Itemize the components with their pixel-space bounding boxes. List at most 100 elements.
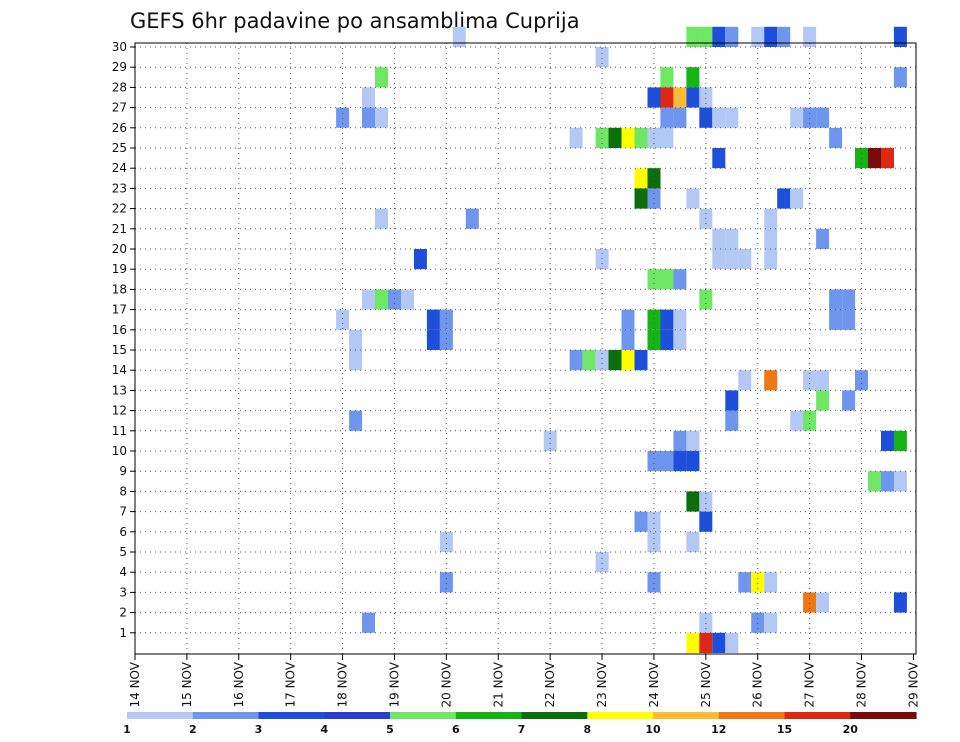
- y-tick-label: 5: [119, 545, 127, 559]
- heat-cell: [803, 410, 817, 431]
- cells-layer: [336, 26, 907, 653]
- heat-cell: [764, 370, 778, 391]
- heat-cell: [349, 350, 363, 371]
- heat-cell: [855, 370, 868, 391]
- heat-cell: [829, 289, 843, 310]
- heat-cell: [764, 228, 778, 249]
- y-tick-label: 1: [119, 626, 127, 640]
- heat-cell: [881, 430, 894, 451]
- heat-cell: [388, 289, 401, 310]
- heat-cell: [881, 148, 894, 169]
- colorbar-swatch: [653, 712, 720, 719]
- heat-cell: [686, 491, 700, 512]
- heat-cell: [439, 531, 453, 552]
- heat-cell: [634, 350, 648, 371]
- heat-cell: [686, 430, 700, 451]
- y-tick-label: 12: [112, 404, 127, 418]
- heat-cell: [699, 289, 713, 310]
- y-tick-label: 24: [112, 161, 127, 175]
- heat-cell: [660, 87, 674, 108]
- heat-cell: [712, 228, 726, 249]
- y-tick-label: 2: [119, 606, 127, 620]
- heat-cell: [803, 26, 817, 47]
- y-tick-label: 30: [112, 40, 127, 54]
- heat-cell: [439, 309, 453, 330]
- colorbar-swatch: [324, 712, 391, 719]
- heat-cell: [660, 107, 674, 128]
- colorbar-label: 8: [583, 723, 591, 736]
- x-tick-label: 24 NOV: [647, 661, 661, 707]
- heat-cell: [349, 329, 363, 350]
- y-tick-label: 18: [112, 282, 127, 296]
- y-tick-label: 4: [119, 565, 127, 579]
- heat-cell: [686, 87, 700, 108]
- heat-cell: [816, 592, 830, 613]
- heat-cell: [868, 148, 881, 169]
- heat-cell: [699, 26, 713, 47]
- heat-cell: [375, 208, 388, 229]
- heat-cell: [375, 107, 388, 128]
- heat-cell: [699, 511, 713, 532]
- heat-cell: [439, 329, 453, 350]
- colorbar: 1 2 3 4 5 6 7 8 10 12 15 20: [123, 712, 917, 736]
- heat-cell: [660, 127, 674, 148]
- heat-cell: [673, 451, 687, 472]
- heat-cell: [336, 107, 350, 128]
- chart-title: GEFS 6hr padavine po ansamblima Cuprija: [130, 9, 580, 33]
- heat-cell: [349, 410, 363, 431]
- heat-cell: [699, 491, 713, 512]
- heat-cell: [673, 329, 687, 350]
- colorbar-label: 7: [518, 723, 526, 736]
- heat-cell: [426, 309, 440, 330]
- y-tick-label: 7: [119, 505, 127, 519]
- heat-cell: [582, 350, 596, 371]
- y-tick-label: 22: [112, 202, 127, 216]
- heat-cell: [751, 612, 765, 633]
- heat-cell: [790, 410, 804, 431]
- heat-cell: [413, 249, 427, 270]
- heat-cell: [790, 188, 804, 209]
- y-tick-label: 16: [112, 323, 127, 337]
- heat-cell: [764, 572, 778, 593]
- heat-cell: [803, 592, 817, 613]
- y-tick-label: 8: [119, 484, 127, 498]
- heat-cell: [647, 329, 661, 350]
- heat-cell: [686, 188, 700, 209]
- heat-cell: [660, 67, 674, 88]
- heat-cell: [686, 451, 700, 472]
- heat-cell: [712, 26, 726, 47]
- x-tick-label: 27 NOV: [803, 661, 817, 707]
- colorbar-label: 12: [711, 723, 726, 736]
- heat-cell: [829, 309, 843, 330]
- heat-cell: [725, 26, 739, 47]
- y-tick-label: 13: [112, 383, 127, 397]
- x-tick-label: 22 NOV: [543, 661, 557, 707]
- heat-cell: [725, 410, 739, 431]
- heat-cell: [893, 471, 907, 492]
- heat-cell: [621, 350, 635, 371]
- y-tick-label: 25: [112, 141, 127, 155]
- heat-cell: [634, 127, 648, 148]
- heat-cell: [725, 632, 739, 653]
- heat-cell: [816, 390, 830, 411]
- heat-cell: [699, 632, 713, 653]
- y-tick-label: 11: [112, 424, 127, 438]
- y-tick-label: 6: [119, 525, 127, 539]
- colorbar-label: 15: [777, 723, 792, 736]
- colorbar-swatch: [455, 712, 523, 719]
- heat-cell: [673, 107, 687, 128]
- heat-cell: [738, 249, 752, 270]
- x-tick-label: 19 NOV: [388, 661, 402, 707]
- heat-cell: [842, 289, 856, 310]
- heat-cell: [686, 67, 700, 88]
- heat-cell: [725, 107, 739, 128]
- heat-cell: [738, 370, 752, 391]
- heat-cell: [725, 390, 739, 411]
- heat-cell: [764, 208, 778, 229]
- heat-cell: [881, 471, 894, 492]
- heat-cell: [738, 572, 752, 593]
- heat-cell: [595, 350, 609, 371]
- heat-cell: [829, 127, 843, 148]
- x-tick-label: 21 NOV: [491, 661, 505, 707]
- colorbar-label: 1: [123, 723, 131, 736]
